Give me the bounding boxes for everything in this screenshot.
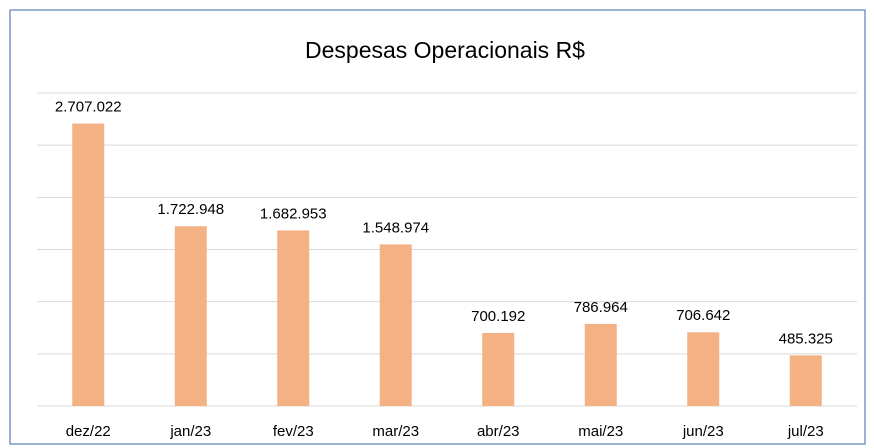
data-label: 1.722.948 [157, 201, 224, 218]
data-label: 485.325 [779, 330, 833, 347]
bar [482, 332, 515, 406]
x-tick-label: jun/23 [682, 423, 724, 440]
bar [174, 226, 207, 406]
x-tick-label: jul/23 [787, 423, 824, 440]
bar [72, 123, 105, 406]
data-label: 706.642 [676, 307, 730, 324]
x-tick-label: abr/23 [477, 423, 520, 440]
data-label: 2.707.022 [55, 99, 122, 116]
bar [687, 332, 720, 406]
chart-frame [9, 9, 866, 445]
data-label: 700.192 [471, 308, 525, 325]
x-tick-label: dez/22 [66, 423, 111, 440]
x-tick-label: jan/23 [169, 423, 211, 440]
data-label: 1.548.974 [362, 219, 429, 236]
bar [379, 244, 412, 406]
data-label: 1.682.953 [260, 205, 327, 222]
bar [584, 323, 617, 406]
x-tick-label: mar/23 [372, 423, 419, 440]
data-label: 786.964 [574, 299, 628, 316]
x-tick-label: fev/23 [273, 423, 314, 440]
chart-title: Despesas Operacionais R$ [305, 37, 585, 63]
x-tick-label: mai/23 [578, 423, 623, 440]
bar [277, 230, 310, 406]
bar [789, 355, 822, 406]
